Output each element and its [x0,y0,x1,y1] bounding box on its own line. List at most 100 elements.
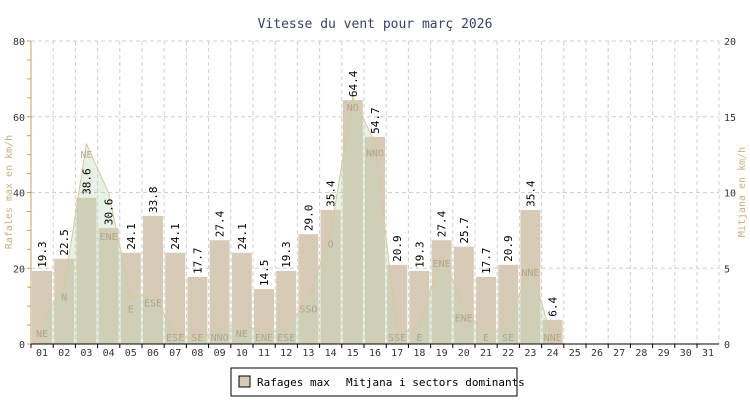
bar-21 [476,276,496,344]
x-tick-label: 30 [680,348,692,359]
bar-23 [520,209,541,344]
x-tick-label: 15 [347,348,359,359]
sector-label-21: E [483,333,489,344]
data-label-17: 20.9 [391,235,404,262]
x-tick-label: 11 [258,348,270,359]
bar-03 [76,197,97,344]
x-tick-label: 25 [569,348,581,359]
data-label-13: 29.0 [302,205,315,232]
y2-tick-label: 10 [724,189,736,200]
data-label-15: 64.4 [347,70,360,97]
y-tick-label: 0 [19,340,25,351]
data-label-22: 20.9 [502,235,515,262]
sector-label-19: ENE [433,259,451,270]
y-tick-label: 80 [13,37,25,48]
data-label-02: 22.5 [58,229,71,256]
data-label-11: 14.5 [258,260,271,287]
bar-22 [498,264,519,344]
x-tick-label: 03 [80,348,92,359]
x-tick-label: 18 [413,348,425,359]
bar-15 [342,100,363,345]
y-tick-label: 20 [13,264,25,275]
sector-label-07: ESE [166,333,184,344]
data-label-18: 19.3 [413,241,426,268]
bar-14 [320,209,341,344]
bar-17 [387,264,408,344]
x-tick-label: 22 [502,348,514,359]
x-tick-label: 16 [369,348,381,359]
sector-label-05: E [128,305,134,316]
data-label-03: 38.6 [80,168,93,195]
bar-08 [187,276,208,344]
bar-11 [254,289,274,344]
x-tick-label: 23 [524,348,536,359]
data-label-20: 25.7 [458,217,471,244]
sector-label-24: NNE [544,333,562,344]
x-tick-label: 02 [58,348,70,359]
data-label-05: 24.1 [125,223,138,250]
sector-label-01: NE [36,329,48,340]
x-tick-label: 17 [391,348,403,359]
data-label-06: 33.8 [147,186,160,213]
data-label-14: 35.4 [325,180,338,207]
x-tick-label: 05 [125,348,137,359]
data-label-01: 19.3 [36,241,49,268]
x-tick-label: 27 [613,348,625,359]
data-label-19: 27.4 [436,210,449,237]
y2-tick-label: 5 [724,264,730,275]
x-tick-label: 08 [191,348,203,359]
sector-label-03: NE [80,150,92,161]
legend-swatch-rafages [238,375,251,388]
data-label-12: 19.3 [280,241,293,268]
x-tick-label: 28 [635,348,647,359]
chart-title: Vitesse du vent pour març 2026 [258,17,493,32]
bar-06 [143,215,163,344]
sector-label-12: ESE [277,333,295,344]
sector-label-18: E [416,333,422,344]
data-label-07: 24.1 [169,223,182,250]
x-tick-label: 14 [325,348,337,359]
sector-label-10: NE [236,329,248,340]
sector-label-11: ENE [255,333,273,344]
x-tick-label: 13 [302,348,314,359]
bar-20 [453,246,474,344]
y-tick-label: 40 [13,189,25,200]
x-tick-label: 10 [236,348,248,359]
bar-12 [276,270,297,344]
sector-label-15: NO [347,103,359,114]
x-tick-label: 01 [36,348,48,359]
data-label-16: 54.7 [369,107,382,134]
data-label-24: 6.4 [547,297,560,317]
y2-tick-label: 0 [724,340,730,351]
x-tick-label: 26 [591,348,603,359]
data-label-10: 24.1 [236,223,249,249]
x-tick-label: 19 [436,348,448,359]
legend-box [230,367,518,397]
y2-tick-label: 15 [724,113,736,124]
mitjana-area [41,95,554,345]
x-tick-label: 24 [547,348,559,359]
sector-label-23: NNE [521,268,539,279]
x-tick-label: 09 [214,348,226,359]
bar-02 [54,258,75,344]
sector-label-02: N [61,292,67,303]
sector-label-22: SE [502,333,514,344]
sector-label-08: SE [191,333,203,344]
sector-label-14: O [328,239,334,250]
sector-label-04: ENE [100,232,118,243]
data-label-09: 27.4 [214,210,227,237]
bar-13 [298,234,319,344]
y2-tick-label: 20 [724,37,736,48]
x-tick-label: 12 [280,348,292,359]
sector-label-17: SSE [388,333,406,344]
legend-label-rafages: Rafages max [257,376,330,389]
y-tick-label: 60 [13,113,25,124]
data-label-04: 30.6 [103,199,116,226]
bar-09 [209,240,230,344]
legend: Rafages max Mitjana i sectors dominants [230,367,525,397]
x-tick-label: 04 [103,348,115,359]
bar-18 [409,270,430,344]
sector-label-06: ESE [144,298,162,309]
